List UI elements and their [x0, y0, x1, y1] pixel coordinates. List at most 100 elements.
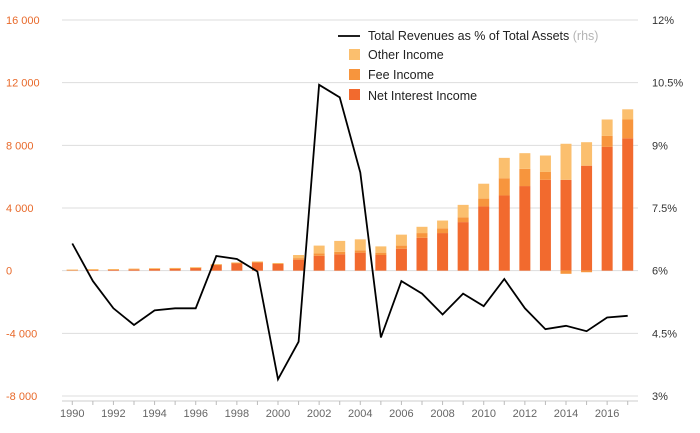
x-tick-label: 1998: [225, 408, 249, 420]
bar-fee-income-2005: [375, 252, 387, 255]
bar-other-income-2011: [498, 157, 510, 179]
bar-fee-income-2011: [498, 178, 510, 196]
x-tick-label: 2014: [554, 408, 578, 420]
bar-net-interest-income-2016: [601, 146, 613, 271]
legend-label-net-interest-income: Net Interest Income: [368, 89, 477, 103]
bar-net-interest-income-2011: [498, 195, 510, 271]
bar-net-interest-income-2014: [560, 179, 572, 271]
y-right-tick-label: 10.5%: [652, 78, 683, 90]
bar-net-interest-income-2001: [293, 259, 305, 271]
bar-net-interest-income-2006: [395, 248, 407, 271]
bar-other-income-2006: [395, 234, 407, 246]
bar-fee-income-2003: [334, 251, 346, 255]
bar-net-interest-income-2003: [334, 254, 346, 271]
bar-net-interest-income-1996: [190, 267, 202, 271]
bar-fee-income-2016: [601, 135, 613, 147]
bar-fee-income-2002: [313, 253, 325, 256]
bar-other-income-2004: [354, 239, 366, 251]
bar-fee-income-2013: [539, 171, 551, 180]
bar-net-interest-income-1999: [251, 262, 263, 271]
y-right-tick-label: 4.5%: [652, 328, 677, 340]
x-tick-label: 1994: [142, 408, 166, 420]
bar-net-interest-income-1994: [149, 268, 161, 271]
bar-other-income-1996: [190, 267, 202, 269]
bar-other-income-2005: [375, 246, 387, 253]
bar-net-interest-income-2013: [539, 179, 551, 271]
bar-other-income-1997: [210, 264, 222, 265]
bar-other-income-2003: [334, 240, 346, 252]
bar-series: [66, 109, 634, 274]
legend-label-other-income: Other Income: [368, 48, 444, 62]
legend-label-fee-income: Fee Income: [368, 68, 434, 82]
bar-other-income-2009: [457, 204, 469, 218]
y-left-tick-label: -8 000: [6, 391, 37, 403]
x-tick-label: 2016: [595, 408, 619, 420]
x-tick-label: 2010: [471, 408, 495, 420]
bar-fee-income-1999: [251, 261, 263, 263]
bar-fee-income-2012: [519, 168, 531, 187]
bar-other-income-1995: [169, 267, 181, 269]
y-right-tick-label: 9%: [652, 140, 668, 152]
bar-fee-income-2001: [293, 258, 305, 260]
x-axis: 1990 1992 1994 1996 1998 2000 2002 2004 2006 2008…: [60, 400, 638, 420]
bar-net-interest-income-2000: [272, 263, 284, 271]
bar-net-interest-income-1998: [231, 263, 243, 271]
left-axis: -8 000 -4 000 0 4 000 8 000 12 000 16 000: [6, 15, 40, 403]
bar-fee-income-2008: [437, 228, 449, 234]
bar-other-income-1993: [128, 268, 140, 270]
y-left-tick-label: 4 000: [6, 203, 34, 215]
bar-net-interest-income-2004: [354, 252, 366, 271]
x-tick-label: 2004: [348, 408, 372, 420]
bar-other-income-1992: [107, 269, 119, 270]
bar-other-income-1994: [149, 268, 161, 270]
bar-net-interest-income-2009: [457, 222, 469, 271]
bar-other-income-1999: [251, 261, 263, 263]
bar-net-interest-income-2005: [375, 255, 387, 271]
bar-other-income-2002: [313, 245, 325, 254]
legend-swatch-other-income: [349, 49, 360, 60]
x-tick-label: 2012: [513, 408, 537, 420]
bar-fee-income-2010: [478, 198, 490, 207]
x-tick-label: 2000: [266, 408, 290, 420]
bar-net-interest-income-2010: [478, 206, 490, 271]
bar-other-income-2013: [539, 155, 551, 172]
y-right-tick-label: 7.5%: [652, 203, 677, 215]
right-axis: 3% 4.5% 6% 7.5% 9% 10.5% 12%: [652, 15, 683, 403]
bar-other-income-1990: [66, 269, 78, 271]
y-left-tick-label: 16 000: [6, 15, 40, 27]
bar-net-interest-income-2012: [519, 186, 531, 271]
x-tick-label: 1996: [183, 408, 207, 420]
x-tick-label: 2006: [389, 408, 413, 420]
bar-fee-income-2004: [354, 250, 366, 253]
bar-fee-income-2017: [622, 119, 634, 139]
bar-net-interest-income-1993: [128, 268, 140, 271]
bar-other-income-2017: [622, 109, 634, 120]
y-left-tick-label: 8 000: [6, 140, 34, 152]
bar-net-interest-income-2017: [622, 138, 634, 271]
bar-other-income-1991: [87, 269, 99, 270]
bar-other-income-2012: [519, 153, 531, 169]
x-tick-label: 2008: [430, 408, 454, 420]
bar-fee-income-2009: [457, 217, 469, 223]
bar-net-interest-income-2008: [437, 233, 449, 271]
legend: Total Revenues as % of Total Assets (rhs…: [338, 29, 598, 103]
y-left-tick-label: -4 000: [6, 328, 37, 340]
bar-net-interest-income-1995: [169, 268, 181, 271]
legend-swatch-fee-income: [349, 69, 360, 80]
bar-net-interest-income-2015: [581, 165, 593, 271]
x-tick-label: 2002: [307, 408, 331, 420]
legend-swatch-net-interest-income: [349, 89, 360, 100]
bar-other-income-2015: [581, 142, 593, 166]
bar-other-income-2000: [272, 262, 284, 264]
bar-other-income-1998: [231, 262, 243, 264]
bar-fee-income-2014: [560, 270, 572, 274]
bar-other-income-2007: [416, 226, 428, 234]
y-right-tick-label: 3%: [652, 391, 668, 403]
bar-net-interest-income-1997: [210, 264, 222, 271]
bar-net-interest-income-1992: [107, 269, 119, 271]
bar-fee-income-2007: [416, 233, 428, 238]
legend-label-line: Total Revenues as % of Total Assets (rhs…: [368, 29, 598, 43]
bar-other-income-2010: [478, 183, 490, 199]
bar-other-income-2016: [601, 119, 613, 136]
